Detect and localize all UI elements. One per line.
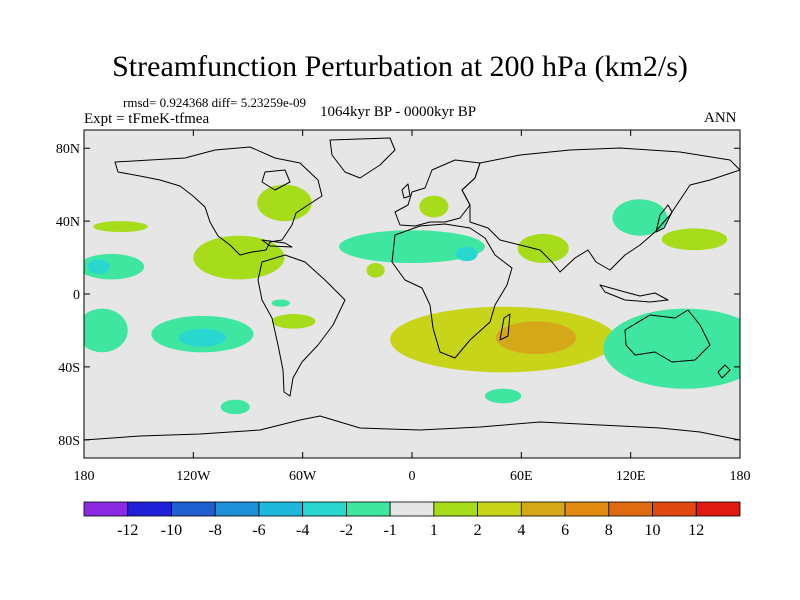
lon-tick-label: 180 <box>74 469 95 484</box>
coastline-hudson-bay <box>261 169 291 191</box>
anomaly-region-north-pacific-east <box>93 221 148 233</box>
colorbar-swatch <box>345 501 391 517</box>
colorbar-swatch <box>520 501 566 517</box>
lat-tick-label: 80S <box>58 434 80 449</box>
coastline-cuba <box>261 239 293 248</box>
colorbar-swatch <box>477 501 522 517</box>
anomaly-region-north-africa-core <box>455 246 478 262</box>
colorbar-label: 2 <box>474 522 482 539</box>
coastline-south-america <box>257 254 346 397</box>
colorbar-label: -10 <box>161 522 182 539</box>
anomaly-region-west-africa <box>366 263 385 278</box>
anomaly-region-west-north-pacific <box>661 228 728 251</box>
colorbar-swatch <box>389 501 435 517</box>
anomaly-region-south-indian-core <box>495 321 576 355</box>
colorbar-label: 12 <box>688 522 704 539</box>
anomaly-region-equatorial-east-pacific <box>271 299 290 307</box>
anomaly-region-east-pacific-south <box>84 308 128 353</box>
colorbar-label: 4 <box>517 522 525 539</box>
colorbar: -12 -10 -8 -6 -4 -2 -1 1 2 4 6 8 10 12 <box>83 501 741 539</box>
lon-tick-label: 60W <box>289 469 317 484</box>
anomaly-region-southeast-pacific-core <box>178 328 227 347</box>
period-label: 1064kyr BP - 0000kyr BP <box>320 104 477 120</box>
colorbar-swatch <box>258 501 304 517</box>
coastline-north-america <box>114 146 323 256</box>
lat-tick-label: 40N <box>56 215 80 230</box>
coastline-japan <box>655 204 673 233</box>
lat-tick-label: 40S <box>58 361 80 376</box>
anomaly-region-central-pacific-north-core <box>87 259 110 274</box>
plot-title: Streamfunction Perturbation at 200 hPa (… <box>112 50 688 83</box>
colorbar-swatch <box>695 501 741 517</box>
lat-tick-label: 80N <box>56 142 80 157</box>
anomaly-region-south-america-south <box>271 314 316 329</box>
colorbar-label: 8 <box>605 522 613 539</box>
coastlines <box>84 137 740 441</box>
coastline-britain <box>401 183 411 199</box>
lon-tick-label: 180 <box>730 469 751 484</box>
lon-tick-label: 120W <box>176 469 211 484</box>
colorbar-swatch <box>433 501 479 517</box>
colorbar-swatch <box>83 501 129 517</box>
stats-text: rmsd= 0.924368 diff= 5.23259e-09 <box>123 95 307 110</box>
lat-tick-label: 0 <box>73 288 80 303</box>
coastline-africa <box>391 223 513 359</box>
anomaly-region-south-pacific-high-lat <box>220 399 250 415</box>
colorbar-swatch <box>171 501 216 517</box>
colorbar-label: -6 <box>252 522 265 539</box>
coastline-asia <box>461 147 740 273</box>
anomaly-region-australia-maritime <box>603 308 740 389</box>
coastline-australia <box>624 309 711 363</box>
colorbar-label: -1 <box>383 522 396 539</box>
colorbar-label: -8 <box>209 522 222 539</box>
anomaly-region-east-asia <box>612 199 668 236</box>
axis-ticks: 80N 40N 0 40S 80S 180 120W 60W 0 60E 120E 180 <box>56 130 751 484</box>
colorbar-swatch <box>302 501 347 517</box>
anomaly-region-europe <box>419 195 449 218</box>
colorbar-label: 1 <box>430 522 438 539</box>
season-label: ANN <box>704 110 737 126</box>
lon-tick-label: 0 <box>409 469 416 484</box>
experiment-label: Expt = tFmeK-tfmea <box>84 111 210 127</box>
colorbar-label: -2 <box>340 522 353 539</box>
colorbar-swatch <box>652 501 697 517</box>
colorbar-swatch <box>214 501 260 517</box>
colorbar-label: 10 <box>645 522 661 539</box>
anomaly-region-caribbean-gulf <box>193 235 285 280</box>
anomaly-region-southern-ocean-south-africa <box>484 388 522 404</box>
colorbar-label: -12 <box>117 522 138 539</box>
coastline-new-zealand <box>717 364 731 379</box>
anomaly-region-north-atlantic-africa <box>339 230 485 264</box>
coastline-madagascar <box>499 313 511 341</box>
colorbar-swatch <box>608 501 653 517</box>
lon-tick-label: 120E <box>616 469 646 484</box>
colorbar-swatch <box>564 501 610 517</box>
anomaly-region-arabia <box>517 233 569 264</box>
map-background <box>84 130 740 458</box>
colorbar-label: 6 <box>561 522 569 539</box>
lon-tick-label: 60E <box>510 469 533 484</box>
anomaly-region-north-america-east <box>257 184 312 222</box>
coastline-greenland <box>329 137 396 179</box>
coastline-indonesia <box>599 284 669 303</box>
colorbar-swatch <box>127 501 172 517</box>
colorbar-label: -4 <box>296 522 309 539</box>
coastline-antarctica <box>84 415 740 441</box>
